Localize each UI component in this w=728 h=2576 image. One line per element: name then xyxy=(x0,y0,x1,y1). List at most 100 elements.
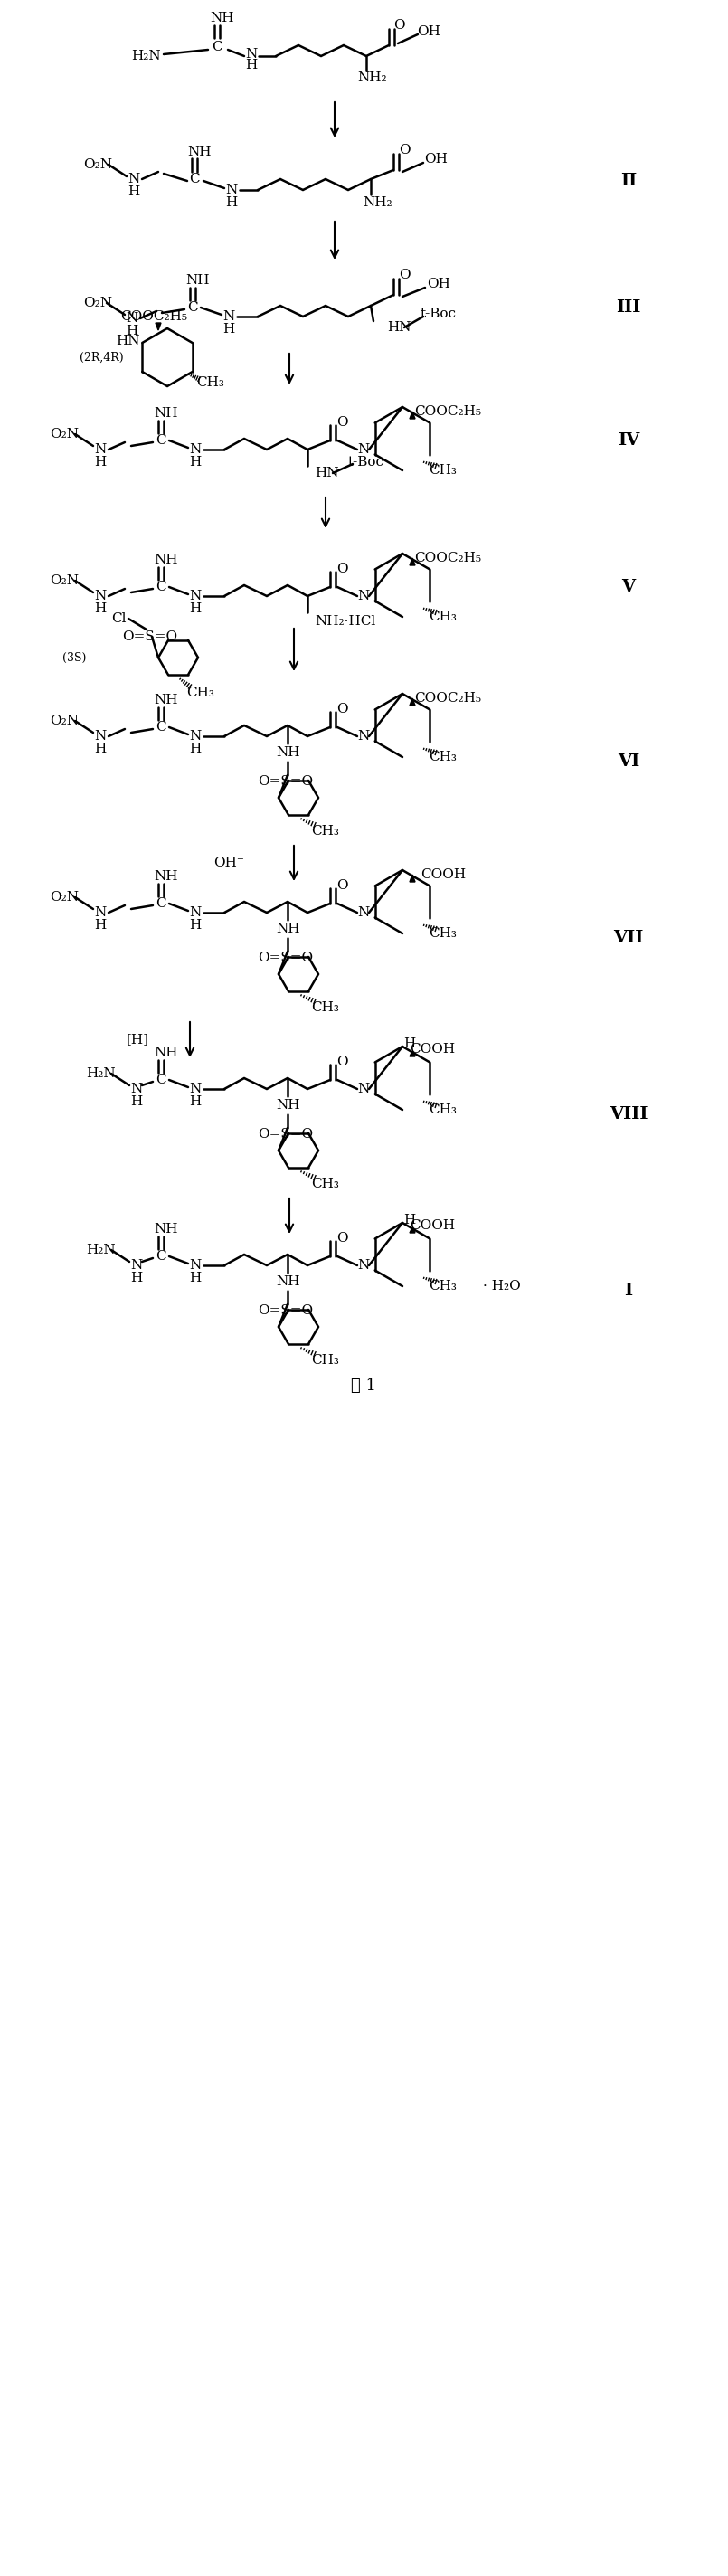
Polygon shape xyxy=(410,1226,415,1234)
Text: CH₃: CH₃ xyxy=(430,1280,457,1293)
Text: H: H xyxy=(95,456,106,469)
Text: CH₃: CH₃ xyxy=(430,927,457,940)
Text: H: H xyxy=(130,1273,143,1285)
Text: H: H xyxy=(95,742,106,755)
Text: CH₃: CH₃ xyxy=(312,1355,339,1368)
Text: H: H xyxy=(189,603,202,616)
Polygon shape xyxy=(410,412,415,420)
Text: H: H xyxy=(189,1095,202,1108)
Text: CH₃: CH₃ xyxy=(197,376,224,389)
Text: HN: HN xyxy=(387,322,411,335)
Text: O₂N: O₂N xyxy=(50,574,79,587)
Text: N: N xyxy=(130,1082,143,1095)
Text: (2R,4R): (2R,4R) xyxy=(79,350,124,363)
Text: H₂N: H₂N xyxy=(86,1244,116,1257)
Text: NH: NH xyxy=(185,273,209,286)
Text: H: H xyxy=(95,920,106,933)
Text: NH: NH xyxy=(154,554,178,567)
Text: NH: NH xyxy=(154,407,178,420)
Text: NH: NH xyxy=(154,1224,178,1236)
Text: H: H xyxy=(404,1038,416,1051)
Text: VII: VII xyxy=(614,930,644,945)
Text: O: O xyxy=(336,1231,347,1244)
Polygon shape xyxy=(410,559,415,564)
Text: O₂N: O₂N xyxy=(83,296,112,309)
Text: CH₃: CH₃ xyxy=(312,1002,339,1015)
Text: Cl: Cl xyxy=(111,613,127,626)
Text: NH: NH xyxy=(210,13,234,23)
Text: COOH: COOH xyxy=(421,868,466,881)
Polygon shape xyxy=(156,322,161,330)
Text: NH: NH xyxy=(276,922,299,935)
Text: H₂N: H₂N xyxy=(86,1066,116,1079)
Text: NH: NH xyxy=(154,1046,178,1059)
Text: N: N xyxy=(95,907,106,920)
Text: N: N xyxy=(189,907,202,920)
Text: · H₂O: · H₂O xyxy=(483,1280,521,1293)
Text: N: N xyxy=(95,590,106,603)
Text: H: H xyxy=(189,1273,202,1285)
Text: C: C xyxy=(156,580,166,592)
Polygon shape xyxy=(410,876,415,881)
Text: COOH: COOH xyxy=(410,1218,455,1231)
Text: C: C xyxy=(212,41,222,54)
Text: C: C xyxy=(189,173,199,185)
Text: OH: OH xyxy=(427,278,451,291)
Text: C: C xyxy=(187,301,198,314)
Text: H₂N: H₂N xyxy=(132,49,161,62)
Text: CH₃: CH₃ xyxy=(312,1177,339,1190)
Text: t-Boc: t-Boc xyxy=(348,456,384,469)
Text: N: N xyxy=(128,173,140,185)
Text: NH₂: NH₂ xyxy=(358,72,387,85)
Text: C: C xyxy=(156,1249,166,1262)
Text: N: N xyxy=(245,49,258,62)
Text: O: O xyxy=(393,18,405,31)
Text: C: C xyxy=(156,1074,166,1087)
Text: VI: VI xyxy=(617,752,639,770)
Text: N: N xyxy=(95,729,106,742)
Text: I: I xyxy=(625,1283,633,1298)
Text: NH₂: NH₂ xyxy=(363,196,393,209)
Text: H: H xyxy=(126,325,138,337)
Text: OH: OH xyxy=(424,152,448,165)
Text: NH: NH xyxy=(276,1275,299,1288)
Text: N: N xyxy=(357,590,370,603)
Text: O₂N: O₂N xyxy=(83,157,112,170)
Text: N: N xyxy=(357,729,370,742)
Text: H: H xyxy=(189,742,202,755)
Text: N: N xyxy=(189,443,202,456)
Text: H: H xyxy=(128,185,140,198)
Text: HN: HN xyxy=(314,466,339,479)
Text: NH₂·HCl: NH₂·HCl xyxy=(314,616,376,629)
Text: COOC₂H₅: COOC₂H₅ xyxy=(120,309,187,322)
Text: H: H xyxy=(245,59,258,72)
Text: C: C xyxy=(156,896,166,909)
Text: O: O xyxy=(398,144,410,157)
Text: N: N xyxy=(357,1260,370,1273)
Text: N: N xyxy=(357,443,370,456)
Polygon shape xyxy=(410,698,415,706)
Text: COOH: COOH xyxy=(410,1043,455,1056)
Text: CH₃: CH₃ xyxy=(430,611,457,623)
Text: N: N xyxy=(126,312,138,325)
Polygon shape xyxy=(410,1051,415,1056)
Text: (3S): (3S) xyxy=(62,652,86,665)
Text: O=S=O: O=S=O xyxy=(258,775,313,788)
Text: COOC₂H₅: COOC₂H₅ xyxy=(414,693,481,706)
Text: O₂N: O₂N xyxy=(50,714,79,726)
Text: N: N xyxy=(189,1260,202,1273)
Text: NH: NH xyxy=(187,147,211,157)
Text: H: H xyxy=(130,1095,143,1108)
Text: NH: NH xyxy=(154,871,178,884)
Text: H: H xyxy=(189,456,202,469)
Text: N: N xyxy=(189,590,202,603)
Text: COOC₂H₅: COOC₂H₅ xyxy=(414,551,481,564)
Text: CH₃: CH₃ xyxy=(430,1103,457,1115)
Text: O=S=O: O=S=O xyxy=(258,1128,313,1141)
Text: II: II xyxy=(620,173,637,188)
Text: O: O xyxy=(398,268,410,281)
Text: COOC₂H₅: COOC₂H₅ xyxy=(414,404,481,417)
Text: NH: NH xyxy=(276,1100,299,1113)
Text: NH: NH xyxy=(154,693,178,706)
Text: O=S=O: O=S=O xyxy=(122,631,178,644)
